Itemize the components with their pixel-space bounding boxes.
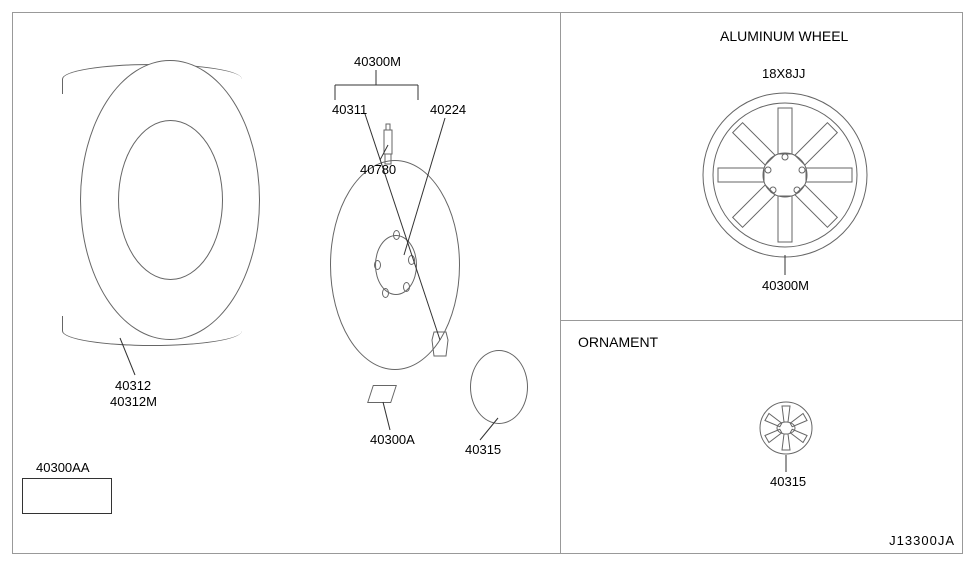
label-40300M: 40300M	[354, 54, 401, 69]
leader-lines-main	[0, 0, 560, 560]
label-40300A: 40300A	[370, 432, 415, 447]
label-ornament-part: 40315	[770, 474, 806, 489]
label-40315: 40315	[465, 442, 501, 457]
label-40780: 40780	[360, 162, 396, 177]
leader-lines-wheel	[560, 0, 960, 320]
label-40312: 40312	[115, 378, 151, 393]
label-40300AA: 40300AA	[36, 460, 90, 475]
document-number: J13300JA	[889, 533, 955, 548]
label-40312M: 40312M	[110, 394, 157, 409]
label-40224: 40224	[430, 102, 466, 117]
label-40311: 40311	[332, 102, 367, 117]
label-wheel-part: 40300M	[762, 278, 809, 293]
leader-lines-ornament	[560, 320, 960, 560]
